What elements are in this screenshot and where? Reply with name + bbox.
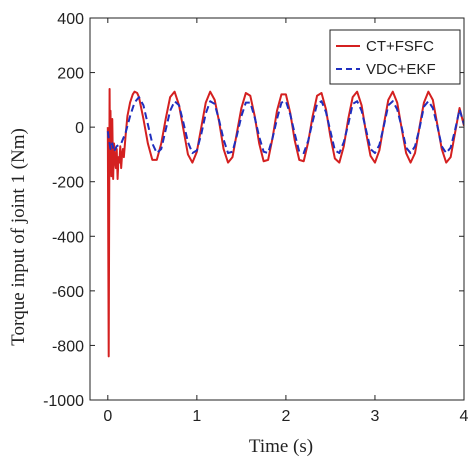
- y-tick-label: -400: [52, 229, 84, 246]
- x-tick-label: 0: [103, 408, 112, 425]
- plot-area: [89, 17, 465, 401]
- y-axis-ticks: 400 200 0 -200 -400 -600 -800 -1000: [43, 11, 464, 410]
- x-tick-label: 4: [460, 408, 469, 425]
- y-axis-label: Torque input of joint 1 (Nm): [8, 128, 29, 346]
- x-tick-label: 1: [192, 408, 201, 425]
- y-tick-label: -600: [52, 284, 84, 301]
- legend-label: CT+FSFC: [366, 38, 434, 55]
- y-tick-label: 0: [75, 120, 84, 137]
- y-tick-label: 200: [57, 66, 84, 83]
- x-tick-label: 2: [281, 408, 290, 425]
- y-tick-label: 400: [57, 11, 84, 28]
- x-axis-ticks: 0 1 2 3 4: [103, 18, 469, 425]
- x-axis-label: Time (s): [249, 436, 313, 457]
- series-line-ct-fsfc: [106, 87, 464, 358]
- legend-label: VDC+EKF: [366, 61, 436, 78]
- x-tick-label: 3: [370, 408, 379, 425]
- y-tick-label: -200: [52, 175, 84, 192]
- plot-frame: [89, 17, 465, 401]
- y-tick-label: -1000: [43, 393, 84, 410]
- legend-box: [329, 29, 461, 85]
- series-line-vdc-ekf: [106, 96, 464, 155]
- y-tick-label: -800: [52, 338, 84, 355]
- legend: CT+FSFC VDC+EKF: [329, 29, 461, 85]
